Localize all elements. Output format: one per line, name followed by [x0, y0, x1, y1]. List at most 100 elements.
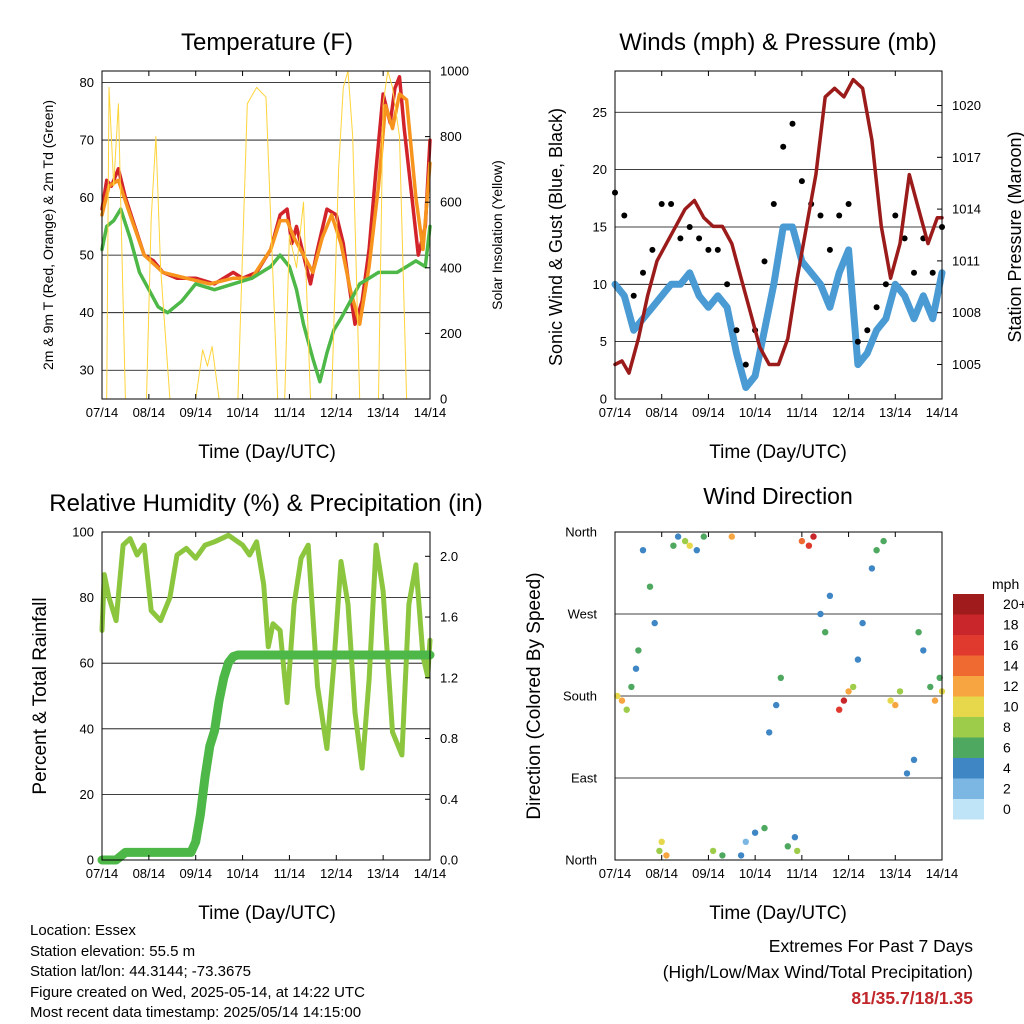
direction-point [936, 674, 943, 681]
winds-x-tick-label: 12/14 [832, 405, 865, 420]
temperature-x-tick-label: 13/14 [367, 405, 400, 420]
humidity-y-tick-label: 20 [80, 787, 94, 802]
humidity-title: Relative Humidity (%) & Precipitation (i… [49, 490, 482, 517]
winds-gust-point [864, 327, 871, 334]
direction-point [826, 592, 834, 599]
winds-gust-point [789, 120, 796, 127]
temperature-ylabel: 2m & 9m T (Red, Orange) & 2m Td (Green) [40, 100, 56, 370]
humidity-x-tick-label: 14/14 [414, 866, 447, 881]
direction-point [810, 533, 817, 540]
winds-x-tick-label: 13/14 [879, 405, 912, 420]
colorbar-label: 20+ [1003, 596, 1024, 612]
direction-point [892, 701, 899, 709]
temperature-y2label: Solar Insolation (Yellow) [489, 160, 505, 310]
winds-x-tick-label: 08/14 [645, 405, 678, 420]
humidity-y-tick-label: 60 [80, 656, 94, 671]
direction-point [742, 838, 749, 845]
winds-gust-point [845, 201, 852, 207]
humidity-y2-tick-label: 0.0 [440, 853, 458, 868]
humidity-y2-tick-label: 0.4 [440, 792, 458, 807]
colorbar-label: 16 [1003, 637, 1019, 653]
direction-point [845, 688, 852, 695]
temperature-y-tick-label: 70 [80, 133, 94, 148]
direction-point [896, 688, 904, 695]
temperature-title: Temperature (F) [181, 29, 353, 56]
winds-gust-point [724, 281, 731, 288]
winds-gust-point [649, 246, 656, 253]
winds-gust-point [929, 269, 936, 276]
direction-point [614, 692, 621, 700]
temperature-y-tick-label: 50 [80, 248, 94, 263]
direction-point [658, 838, 665, 845]
extremes-subtitle: (High/Low/Max Wind/Total Precipitation) [662, 962, 973, 982]
winds-y-tick-label: 5 [600, 334, 607, 349]
direction-point [646, 583, 654, 590]
extremes-title: Extremes For Past 7 Days [768, 936, 973, 956]
winds-gust-point [911, 269, 917, 276]
temperature-plot-frame [101, 70, 431, 400]
direction-point [854, 656, 862, 663]
winds-title: Winds (mph) & Pressure (mb) [619, 29, 936, 56]
direction-point [719, 852, 726, 859]
winds-gust-point [892, 212, 899, 219]
direction-point [663, 852, 670, 859]
direction-point [850, 683, 857, 691]
humidity-x-tick-label: 09/14 [179, 866, 212, 881]
direction-point [927, 683, 934, 691]
extremes-values: 81/35.7/18/1.35 [851, 988, 973, 1008]
latlon-text: Station lat/lon: 44.3144; -73.3675 [30, 963, 252, 980]
winds-gust-point [901, 235, 908, 242]
elevation-text: Station elevation: 55.5 m [30, 942, 196, 960]
direction-y-tick-label: East [571, 771, 597, 786]
winds-gust-point [836, 212, 843, 219]
humidity-x-tick-label: 13/14 [367, 866, 400, 881]
colorbar-label: 14 [1003, 658, 1019, 674]
station-info: Location: Essex Station elevation: 55.5 … [30, 921, 365, 1024]
winds-gust-point [696, 235, 703, 242]
colorbar-label: 4 [1003, 760, 1011, 776]
direction-point [817, 610, 824, 618]
colorbar-swatch [953, 737, 984, 758]
temperature-x-tick-label: 08/14 [133, 405, 166, 420]
winds-gust-point [733, 327, 740, 334]
direction-y-tick-label: West [568, 607, 598, 622]
winds-series-station-pressure [613, 77, 944, 375]
winds-gust-point [640, 269, 646, 276]
direction-point [766, 729, 773, 736]
direction-point [880, 537, 887, 545]
direction-point [618, 697, 626, 704]
winds-x-tick-label: 07/14 [599, 405, 632, 420]
direction-point [920, 647, 927, 654]
direction-point [674, 533, 682, 540]
winds-y-tick-label: 10 [593, 277, 607, 292]
colorbar-swatch [953, 655, 984, 676]
direction-x-tick-label: 14/14 [926, 866, 959, 881]
colorbar-label: 12 [1003, 678, 1019, 694]
direction-point [709, 847, 717, 855]
colorbar-swatch [953, 799, 984, 820]
humidity-x-tick-label: 08/14 [133, 866, 166, 881]
winds-y2label: Station Pressure (Maroon) [1005, 131, 1024, 342]
direction-x-tick-label: 07/14 [599, 866, 632, 881]
humidity-xlabel: Time (Day/UTC) [198, 903, 336, 924]
direction-plot-frame [614, 531, 943, 861]
direction-x-tick-label: 13/14 [879, 866, 912, 881]
colorbar-swatch [953, 778, 984, 799]
direction-x-tick-label: 11/14 [786, 866, 818, 881]
colorbar-label: 10 [1003, 699, 1019, 715]
winds-y2-tick-label: 1020 [952, 98, 981, 113]
humidity-panel: Relative Humidity (%) & Precipitation (i… [30, 490, 483, 924]
winds-x-tick-label: 14/14 [926, 405, 959, 420]
direction-point [784, 843, 791, 850]
direction-point [635, 647, 642, 654]
winds-plot-frame [614, 70, 943, 400]
temperature-x-tick-label: 12/14 [320, 405, 353, 420]
humidity-y-tick-label: 100 [72, 525, 94, 540]
winds-gust-point [705, 246, 712, 253]
direction-point [651, 619, 658, 627]
temperature-y2-tick-label: 400 [440, 260, 462, 275]
winds-y-tick-label: 20 [593, 162, 607, 177]
temperature-xlabel: Time (Day/UTC) [198, 442, 336, 463]
winds-y2-tick-label: 1005 [952, 357, 981, 372]
temperature-y2-tick-label: 200 [440, 326, 462, 341]
